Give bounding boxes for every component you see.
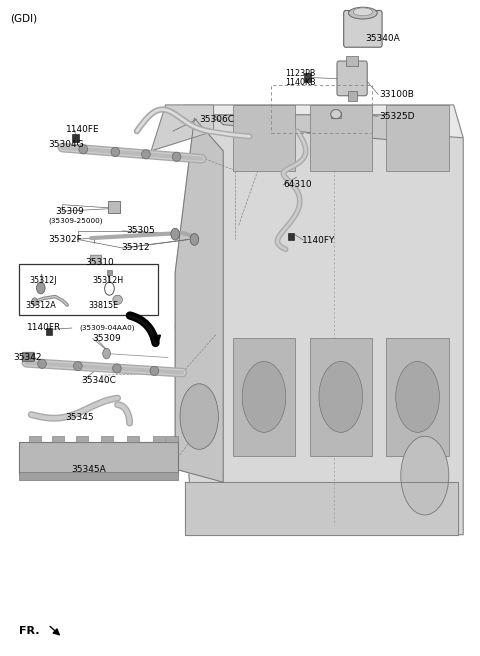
Text: 1140FR: 1140FR — [27, 323, 61, 333]
Text: 35304G: 35304G — [48, 140, 84, 150]
Text: 35302F: 35302F — [48, 235, 82, 244]
Ellipse shape — [111, 147, 120, 156]
Text: 35312J: 35312J — [30, 276, 57, 285]
Bar — [166, 436, 178, 442]
Bar — [46, 328, 52, 335]
FancyBboxPatch shape — [337, 61, 367, 96]
Polygon shape — [151, 105, 214, 151]
Bar — [233, 338, 295, 456]
Ellipse shape — [79, 145, 87, 154]
Ellipse shape — [319, 361, 362, 432]
Text: 33815E: 33815E — [89, 301, 119, 310]
Text: 64310: 64310 — [283, 180, 312, 190]
FancyBboxPatch shape — [344, 10, 382, 47]
Bar — [72, 134, 79, 142]
Ellipse shape — [348, 7, 377, 19]
Circle shape — [103, 348, 110, 359]
Bar — [331, 112, 341, 118]
Bar — [107, 270, 112, 275]
Text: 35345: 35345 — [65, 413, 94, 422]
Text: 33100B: 33100B — [379, 90, 414, 99]
Ellipse shape — [401, 436, 449, 515]
Text: 35310: 35310 — [85, 258, 114, 267]
Text: 1123PB: 1123PB — [286, 69, 316, 78]
Text: 35345A: 35345A — [71, 464, 106, 474]
FancyBboxPatch shape — [19, 264, 158, 315]
Text: 35309: 35309 — [93, 334, 121, 343]
Ellipse shape — [180, 384, 218, 449]
Text: 1140FE: 1140FE — [66, 125, 100, 134]
Bar — [52, 436, 64, 442]
Text: 35340C: 35340C — [82, 376, 117, 385]
Ellipse shape — [150, 366, 158, 375]
Bar — [271, 85, 372, 133]
Polygon shape — [175, 118, 463, 535]
Ellipse shape — [172, 152, 181, 161]
Text: 35325D: 35325D — [379, 112, 415, 121]
Circle shape — [190, 234, 199, 245]
Polygon shape — [175, 118, 223, 482]
Bar — [76, 436, 88, 442]
Bar — [233, 105, 295, 171]
Bar — [310, 105, 372, 171]
Ellipse shape — [242, 361, 286, 432]
Polygon shape — [185, 482, 458, 535]
Bar — [288, 232, 295, 239]
Bar — [386, 105, 449, 171]
Text: 35312A: 35312A — [26, 301, 57, 310]
Circle shape — [105, 282, 114, 295]
Text: (35309-25000): (35309-25000) — [48, 217, 103, 224]
FancyBboxPatch shape — [90, 255, 102, 266]
Circle shape — [32, 298, 37, 306]
Circle shape — [36, 282, 45, 294]
Ellipse shape — [113, 295, 122, 304]
Text: 35342: 35342 — [13, 353, 42, 362]
Text: 35305: 35305 — [127, 226, 156, 236]
Bar — [29, 436, 41, 442]
Text: 35312: 35312 — [121, 243, 150, 253]
Bar — [153, 436, 165, 442]
Text: 1140FY: 1140FY — [302, 236, 336, 245]
FancyBboxPatch shape — [19, 442, 178, 474]
Bar — [310, 338, 372, 456]
FancyBboxPatch shape — [108, 201, 120, 213]
Bar — [19, 472, 178, 480]
Text: 1140KB: 1140KB — [286, 78, 316, 87]
Ellipse shape — [396, 361, 439, 432]
Ellipse shape — [142, 150, 150, 159]
Text: FR.: FR. — [19, 626, 40, 636]
Text: (35309-04AA0): (35309-04AA0) — [79, 325, 135, 331]
Polygon shape — [185, 105, 463, 138]
Ellipse shape — [73, 361, 82, 371]
Text: 35312H: 35312H — [93, 276, 124, 285]
Bar — [304, 73, 311, 81]
Ellipse shape — [353, 8, 372, 16]
Ellipse shape — [37, 359, 46, 369]
Bar — [346, 56, 358, 66]
Text: 35340A: 35340A — [365, 33, 399, 43]
Text: (GDI): (GDI) — [11, 13, 38, 24]
Bar — [386, 338, 449, 456]
FancyBboxPatch shape — [22, 352, 35, 361]
Text: 35309: 35309 — [55, 207, 84, 216]
Polygon shape — [214, 115, 439, 144]
Circle shape — [171, 228, 180, 240]
Bar — [127, 436, 139, 442]
Text: 35306C: 35306C — [199, 115, 234, 124]
Bar — [101, 436, 113, 442]
Ellipse shape — [112, 364, 121, 373]
Ellipse shape — [331, 110, 341, 119]
Bar — [348, 91, 357, 101]
